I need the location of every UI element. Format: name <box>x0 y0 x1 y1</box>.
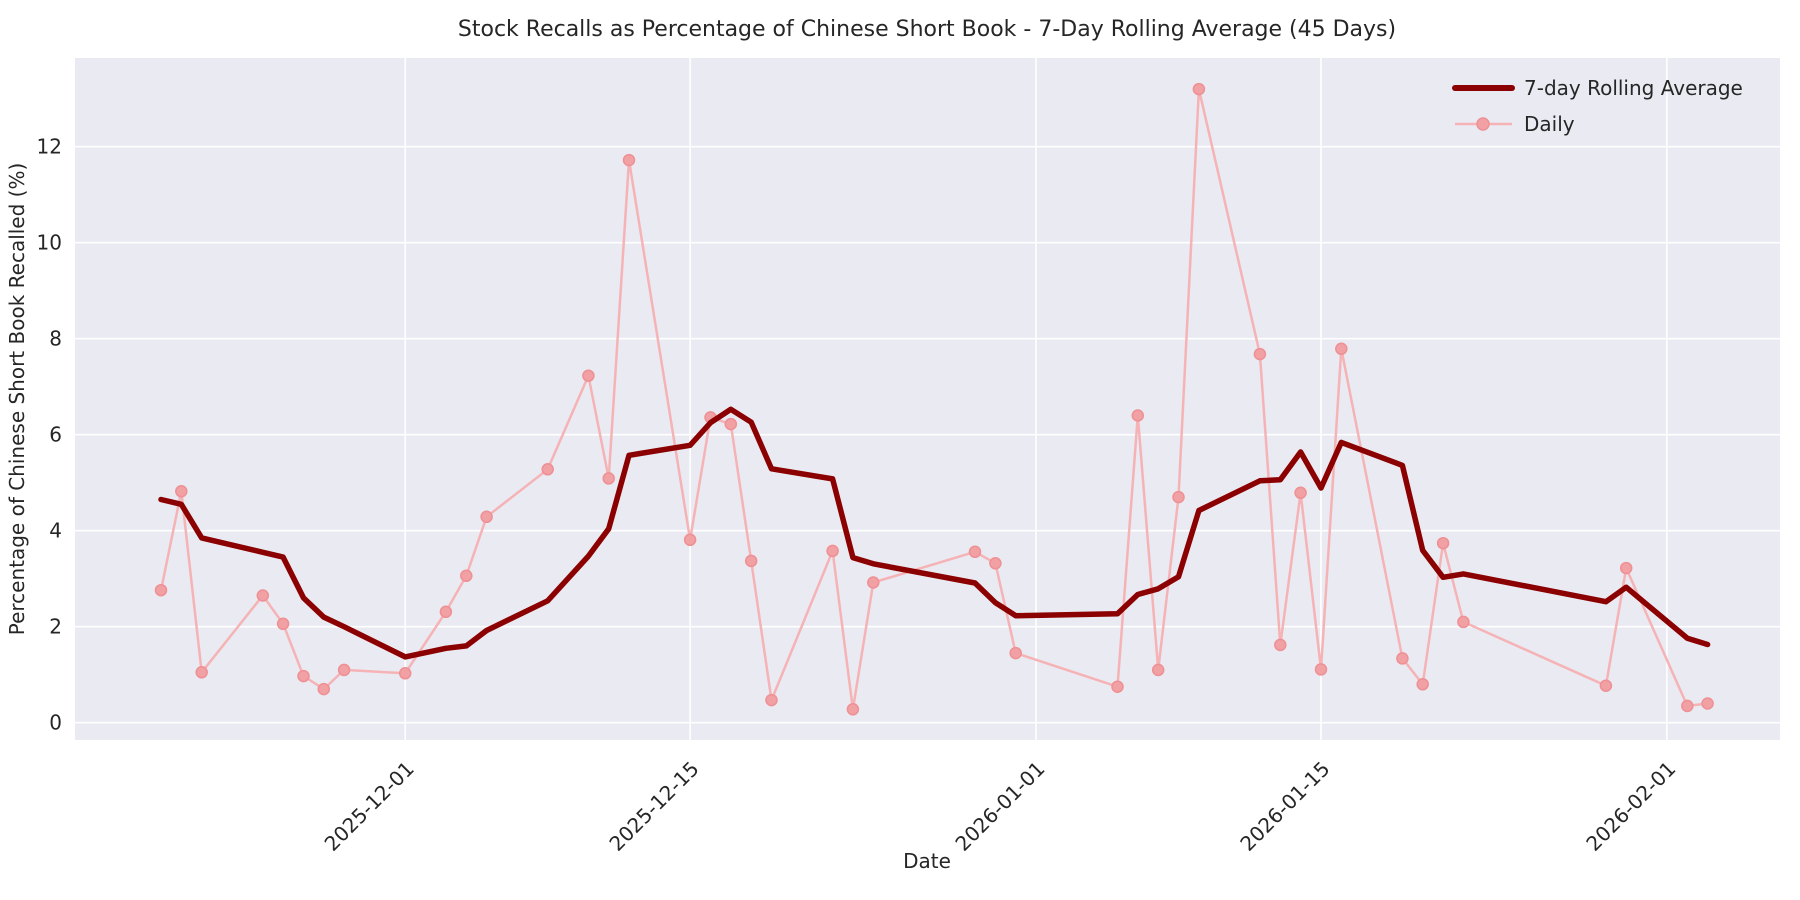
daily-data-point <box>724 417 738 431</box>
daily-data-point <box>480 510 493 524</box>
x-axis-label: Date <box>903 849 951 873</box>
daily-marker-swatch <box>1476 117 1490 131</box>
daily-data-point <box>297 669 310 683</box>
y-tick-label: 8 <box>49 327 62 351</box>
daily-data-point <box>765 693 778 707</box>
y-tick-label: 10 <box>37 231 62 255</box>
grid-layer <box>75 58 1780 740</box>
daily-data-point <box>337 663 351 677</box>
y-tick-label: 12 <box>37 135 62 159</box>
daily-data-point <box>256 589 270 602</box>
daily-data-point <box>744 554 758 568</box>
daily-data-point <box>1416 678 1429 691</box>
daily-data-point <box>1314 663 1328 676</box>
x-tick-label: 2026-01-15 <box>1235 757 1334 856</box>
daily-data-point <box>317 682 331 696</box>
daily-data-point <box>175 485 188 498</box>
series-layer <box>154 82 1714 716</box>
daily-data-point <box>582 369 595 382</box>
daily-data-point <box>195 666 208 679</box>
daily-data-point <box>989 557 1002 570</box>
daily-data-point <box>683 533 697 547</box>
daily-data-point <box>867 576 880 589</box>
legend-label-rolling: 7-day Rolling Average <box>1524 76 1743 100</box>
daily-data-point <box>1151 663 1165 677</box>
daily-data-point <box>1701 697 1714 710</box>
daily-data-point <box>398 667 412 680</box>
daily-data-point <box>1274 638 1287 652</box>
daily-data-point <box>1335 342 1348 356</box>
legend-label-daily: Daily <box>1524 112 1575 136</box>
daily-data-point <box>154 583 168 597</box>
daily-data-point <box>622 153 636 167</box>
x-tick-label: 2026-01-01 <box>950 757 1049 856</box>
daily-data-point <box>1294 486 1307 500</box>
daily-data-point <box>460 569 473 583</box>
legend: 7-day Rolling Average Daily <box>1452 76 1743 136</box>
daily-data-point <box>1599 679 1613 692</box>
x-tick-label: 2026-02-01 <box>1581 757 1680 856</box>
plot-area <box>75 58 1780 740</box>
y-axis-label: Percentage of Chinese Short Book Recalle… <box>5 163 29 636</box>
daily-data-point <box>1436 536 1450 550</box>
daily-data-point <box>826 544 839 558</box>
rolling-average-series-line <box>158 406 1711 660</box>
y-tick-label: 6 <box>49 423 62 447</box>
daily-data-point <box>276 617 290 631</box>
y-tick-label: 4 <box>49 519 62 543</box>
daily-data-point <box>602 472 615 485</box>
x-tick-label: 2025-12-01 <box>320 757 419 856</box>
daily-data-point <box>1172 490 1185 504</box>
daily-data-point <box>1131 409 1145 422</box>
x-tick-label: 2025-12-15 <box>604 757 703 856</box>
chart-title: Stock Recalls as Percentage of Chinese S… <box>458 17 1396 42</box>
legend-item-rolling: 7-day Rolling Average <box>1452 76 1743 100</box>
daily-data-point <box>846 703 860 716</box>
daily-data-point <box>1253 347 1267 361</box>
legend-item-daily: Daily <box>1455 112 1575 136</box>
daily-data-point <box>1619 561 1633 575</box>
daily-data-point <box>1396 652 1409 665</box>
y-tick-label: 0 <box>49 711 62 735</box>
daily-data-point <box>439 605 453 619</box>
daily-data-point <box>1192 82 1206 96</box>
daily-data-point <box>1009 646 1022 660</box>
y-tick-label: 2 <box>49 615 62 639</box>
daily-data-point <box>1681 699 1694 713</box>
daily-data-point <box>968 545 982 559</box>
daily-data-point <box>541 463 554 476</box>
daily-data-point <box>1111 680 1124 693</box>
daily-data-point <box>1457 615 1470 629</box>
